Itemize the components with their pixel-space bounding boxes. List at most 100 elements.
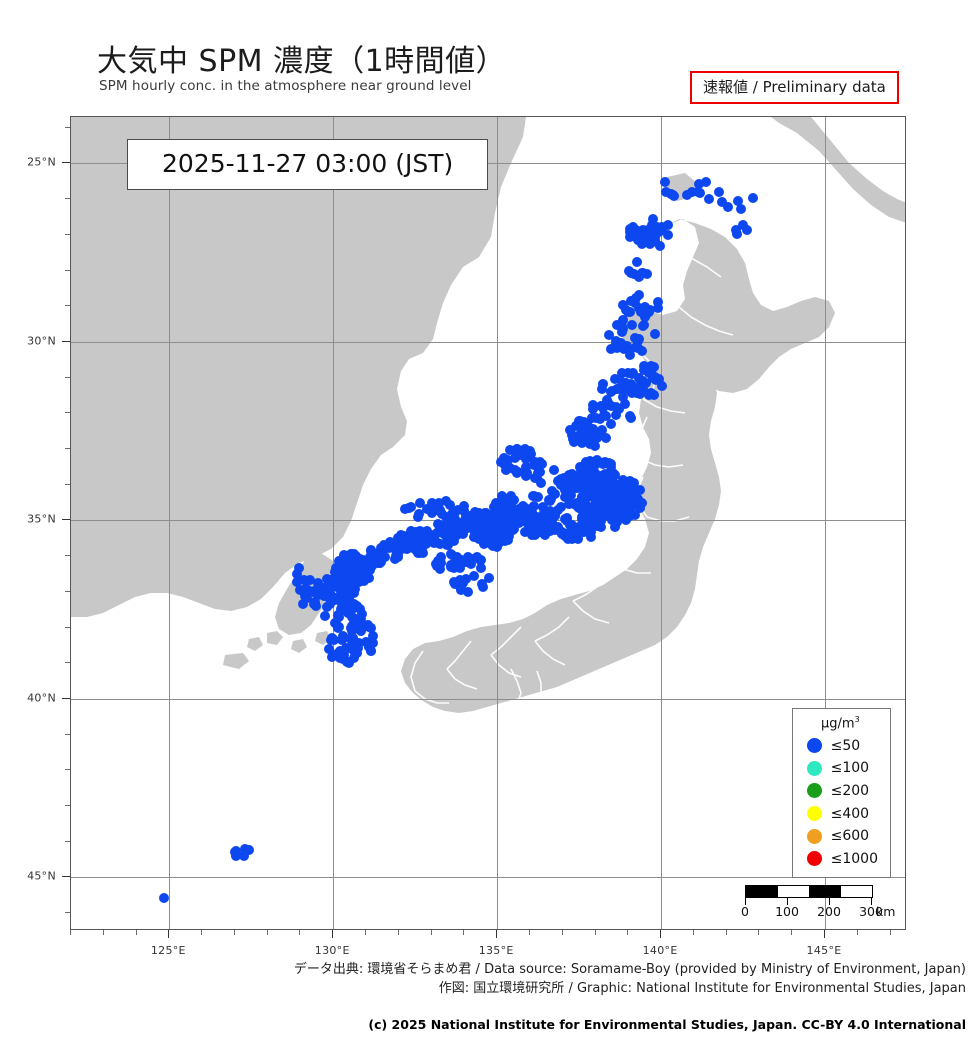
observation-marker[interactable] bbox=[505, 499, 516, 510]
observation-marker[interactable] bbox=[356, 618, 367, 629]
observation-marker[interactable] bbox=[618, 314, 629, 325]
observation-marker[interactable] bbox=[328, 634, 339, 645]
observation-marker[interactable] bbox=[458, 529, 468, 540]
observation-marker[interactable] bbox=[475, 562, 486, 573]
observation-marker[interactable] bbox=[465, 559, 476, 570]
observation-marker[interactable] bbox=[320, 611, 331, 622]
observation-marker[interactable] bbox=[449, 522, 460, 533]
observation-marker[interactable] bbox=[609, 503, 620, 514]
observation-marker[interactable] bbox=[433, 519, 444, 530]
observation-marker[interactable] bbox=[595, 426, 606, 437]
observation-marker[interactable] bbox=[565, 483, 576, 494]
observation-marker[interactable] bbox=[530, 473, 541, 484]
observation-marker[interactable] bbox=[587, 412, 598, 423]
observation-marker[interactable] bbox=[598, 472, 609, 483]
observation-marker[interactable] bbox=[567, 429, 578, 440]
observation-marker[interactable] bbox=[617, 299, 628, 310]
observation-marker[interactable] bbox=[597, 378, 608, 389]
observation-marker[interactable] bbox=[374, 557, 385, 568]
observation-marker[interactable] bbox=[640, 301, 651, 312]
observation-marker[interactable] bbox=[596, 384, 607, 394]
observation-marker[interactable] bbox=[505, 514, 516, 525]
observation-marker[interactable] bbox=[513, 510, 524, 521]
observation-marker[interactable] bbox=[596, 400, 607, 411]
observation-marker[interactable] bbox=[595, 488, 606, 499]
observation-marker[interactable] bbox=[605, 459, 616, 470]
observation-marker[interactable] bbox=[543, 523, 554, 534]
observation-marker[interactable] bbox=[536, 478, 547, 489]
observation-marker[interactable] bbox=[631, 494, 642, 505]
map-plot-area[interactable]: 2025-11-27 03:00 (JST) μg/m3 ≤50 ≤100 ≤200… bbox=[70, 116, 906, 930]
observation-marker[interactable] bbox=[526, 515, 537, 526]
observation-marker[interactable] bbox=[568, 498, 579, 509]
observation-marker[interactable] bbox=[490, 500, 501, 511]
observation-marker[interactable] bbox=[606, 387, 617, 398]
observation-marker[interactable] bbox=[342, 656, 353, 667]
observation-marker[interactable] bbox=[336, 586, 347, 597]
observation-marker[interactable] bbox=[501, 533, 512, 544]
observation-marker[interactable] bbox=[618, 324, 629, 335]
observation-marker[interactable] bbox=[631, 224, 642, 235]
observation-marker[interactable] bbox=[519, 526, 530, 537]
observation-marker[interactable] bbox=[586, 467, 597, 478]
observation-marker[interactable] bbox=[395, 538, 406, 549]
observation-marker[interactable] bbox=[579, 525, 590, 536]
observation-marker[interactable] bbox=[452, 504, 463, 515]
observation-marker[interactable] bbox=[583, 518, 594, 529]
observation-marker[interactable] bbox=[312, 590, 323, 601]
observation-marker[interactable] bbox=[619, 485, 630, 496]
observation-marker[interactable] bbox=[323, 643, 334, 654]
observation-marker[interactable] bbox=[361, 636, 372, 647]
observation-marker[interactable] bbox=[641, 268, 652, 279]
observation-marker[interactable] bbox=[572, 534, 583, 545]
observation-marker[interactable] bbox=[574, 529, 585, 540]
observation-marker[interactable] bbox=[627, 367, 638, 378]
observation-marker[interactable] bbox=[735, 203, 746, 214]
observation-marker[interactable] bbox=[405, 534, 416, 545]
observation-marker[interactable] bbox=[633, 333, 644, 344]
observation-marker[interactable] bbox=[366, 546, 377, 557]
observation-marker[interactable] bbox=[576, 514, 587, 525]
observation-marker[interactable] bbox=[741, 224, 752, 235]
observation-marker[interactable] bbox=[497, 514, 508, 525]
observation-marker[interactable] bbox=[405, 502, 416, 513]
observation-marker[interactable] bbox=[459, 501, 470, 512]
observation-marker[interactable] bbox=[455, 580, 466, 591]
observation-marker[interactable] bbox=[365, 552, 375, 563]
observation-marker[interactable] bbox=[442, 519, 453, 530]
observation-marker[interactable] bbox=[604, 502, 615, 513]
observation-marker[interactable] bbox=[616, 377, 627, 388]
observation-marker[interactable] bbox=[635, 484, 646, 495]
observation-marker[interactable] bbox=[653, 302, 664, 313]
observation-marker[interactable] bbox=[618, 493, 629, 504]
observation-marker[interactable] bbox=[499, 495, 510, 506]
observation-marker[interactable] bbox=[445, 499, 456, 510]
observation-marker[interactable] bbox=[591, 520, 602, 531]
observation-marker[interactable] bbox=[637, 346, 648, 357]
observation-marker[interactable] bbox=[625, 223, 636, 234]
observation-marker[interactable] bbox=[239, 843, 250, 854]
observation-marker[interactable] bbox=[619, 398, 630, 409]
observation-marker[interactable] bbox=[521, 467, 532, 478]
observation-marker[interactable] bbox=[577, 420, 588, 431]
observation-marker[interactable] bbox=[652, 296, 663, 307]
observation-marker[interactable] bbox=[631, 256, 642, 267]
observation-marker[interactable] bbox=[527, 507, 538, 518]
observation-marker[interactable] bbox=[472, 551, 483, 562]
observation-marker[interactable] bbox=[649, 232, 660, 243]
observation-marker[interactable] bbox=[578, 470, 589, 481]
observation-marker[interactable] bbox=[639, 230, 650, 241]
observation-marker[interactable] bbox=[703, 194, 714, 205]
observation-marker[interactable] bbox=[649, 328, 660, 339]
observation-marker[interactable] bbox=[362, 565, 373, 576]
observation-marker[interactable] bbox=[630, 342, 641, 353]
observation-marker[interactable] bbox=[353, 643, 364, 654]
observation-marker[interactable] bbox=[509, 453, 520, 464]
observation-marker[interactable] bbox=[343, 561, 354, 572]
observation-marker[interactable] bbox=[368, 637, 379, 648]
observation-marker[interactable] bbox=[585, 439, 596, 450]
observation-marker[interactable] bbox=[504, 445, 515, 456]
observation-marker[interactable] bbox=[587, 474, 598, 485]
observation-marker[interactable] bbox=[311, 600, 322, 611]
observation-marker[interactable] bbox=[607, 494, 618, 505]
